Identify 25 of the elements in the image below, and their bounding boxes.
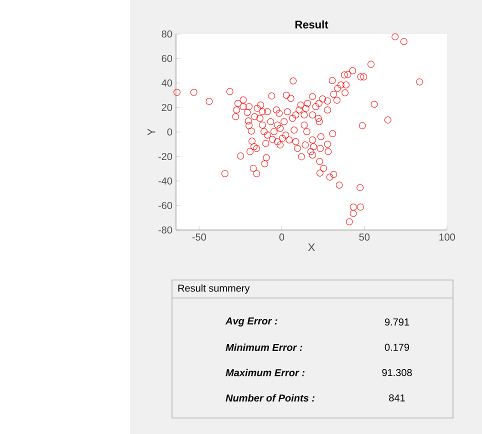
text: 841 <box>389 394 405 402</box>
x-tick-label: 0 <box>279 234 284 241</box>
text: 0.179 <box>384 344 410 351</box>
y-tick-label: -40 <box>158 177 172 185</box>
y-axis-title: Y <box>148 128 156 136</box>
x-tick-label: 100 <box>439 234 455 241</box>
chart-title: Result <box>295 20 328 28</box>
y-tick-label: 80 <box>162 30 172 38</box>
text: Avg Error : <box>225 318 278 326</box>
x-tick-label: 50 <box>359 234 370 241</box>
text: 91.308 <box>382 369 412 376</box>
text: Result summery <box>178 284 250 294</box>
x-axis-title: X <box>308 243 315 252</box>
y-tick-label: 0 <box>167 128 172 136</box>
y-tick-label: -60 <box>158 202 172 210</box>
text: Number of Points : <box>226 394 314 402</box>
y-tick-label: 60 <box>162 54 172 62</box>
text: Minimum Error : <box>226 344 302 351</box>
y-tick-label: -80 <box>158 226 172 234</box>
text: Maximum Error : <box>226 368 304 376</box>
y-tick-label: -20 <box>158 152 172 160</box>
y-tick-label: 40 <box>162 79 172 87</box>
y-tick-label: 20 <box>162 104 172 112</box>
x-tick-label: -50 <box>192 234 206 241</box>
text: 9.791 <box>384 318 410 326</box>
